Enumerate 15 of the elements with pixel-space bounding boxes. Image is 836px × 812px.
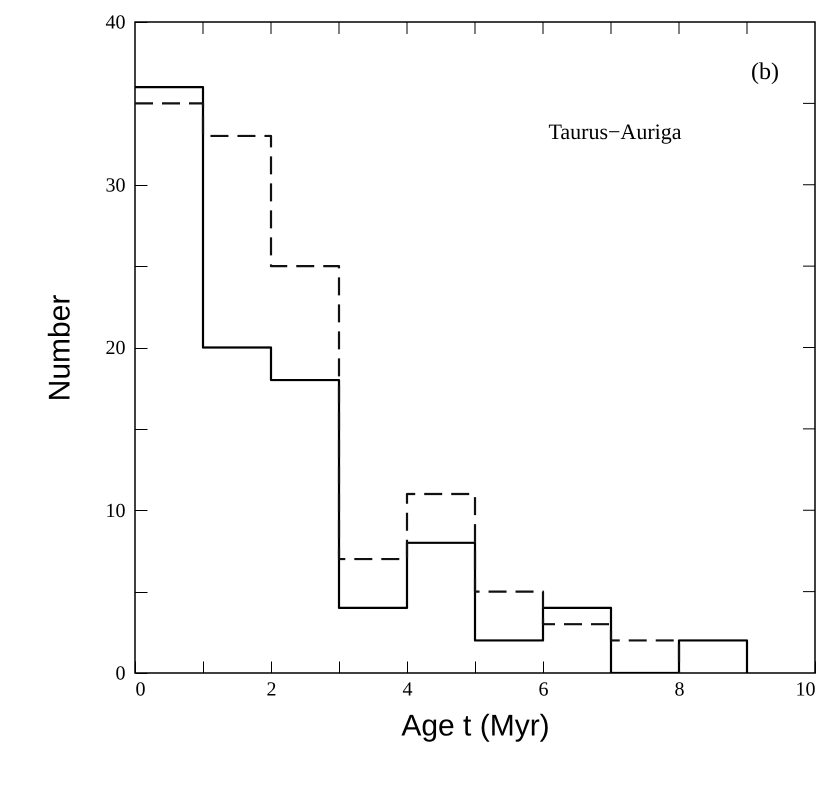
x-tick-label: 10 — [796, 678, 816, 700]
x-tick-label: 0 — [136, 678, 146, 700]
x-tick-label: 2 — [266, 678, 276, 700]
y-tick-label: 20 — [106, 337, 126, 359]
y-tick-label: 0 — [116, 662, 126, 684]
x-tick-label: 6 — [538, 678, 548, 700]
annotation: (b) — [751, 59, 779, 85]
x-axis-title: Age t (Myr) — [401, 710, 550, 742]
annotation: Taurus−Auriga — [548, 119, 682, 144]
y-tick-label: 30 — [106, 174, 126, 196]
x-tick-label: 8 — [674, 678, 684, 700]
y-tick-label: 10 — [106, 500, 126, 522]
y-axis-title: Number — [44, 294, 76, 402]
y-tick-label: 40 — [106, 12, 126, 34]
x-tick-label: 4 — [402, 678, 412, 700]
